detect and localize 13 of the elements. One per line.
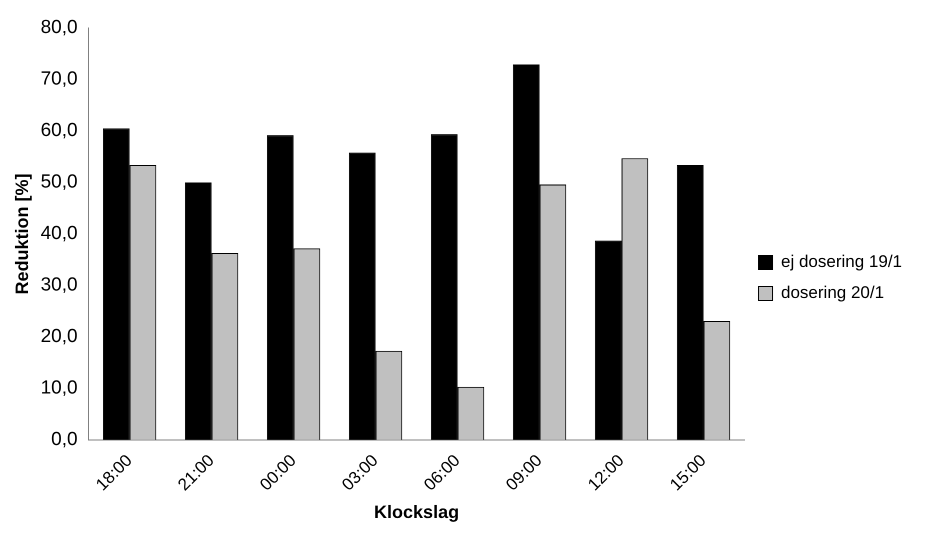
y-axis-title: Reduktion [%]: [12, 173, 32, 294]
y-tick-label: 70,0: [40, 68, 78, 90]
x-axis-title: Klockslag: [374, 502, 460, 522]
y-tick-label: 50,0: [40, 172, 78, 193]
legend-label: dosering 20/1: [781, 283, 884, 302]
y-tick-label: 30,0: [40, 274, 78, 296]
y-tick-label: 80,0: [40, 17, 78, 38]
y-tick-label: 10,0: [40, 378, 78, 399]
legend-label: ej dosering 19/1: [781, 252, 902, 272]
y-tick-label: 0,0: [51, 429, 78, 450]
y-tick-label: 20,0: [40, 326, 78, 348]
y-tick-label: 60,0: [40, 120, 78, 142]
y-tick-label: 40,0: [40, 223, 78, 244]
